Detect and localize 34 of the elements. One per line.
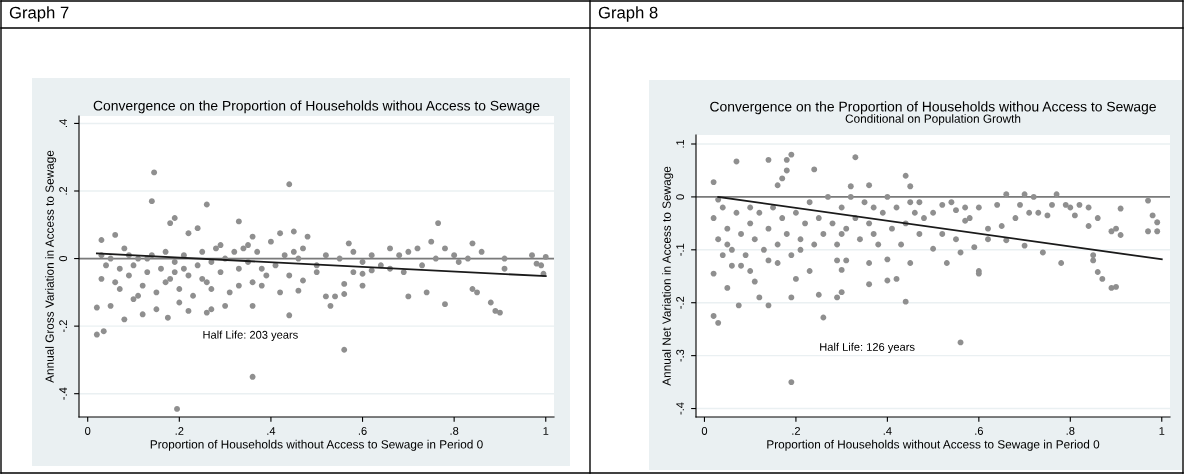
y-tick-label: 0 xyxy=(59,255,68,262)
chart-title: Convergence on the Proportion of Households withou Access to Sewage xyxy=(710,101,1156,115)
y-tick-label: -.3 xyxy=(676,349,685,362)
y-tick-label: .4 xyxy=(59,119,67,128)
x-tick-label: .2 xyxy=(175,427,184,435)
y-axis-title: Annual Net Variation in Access to Sewage xyxy=(662,166,674,386)
y-tick-label: 0 xyxy=(676,194,685,200)
x-axis-title: Proportion of Households without Access to Sewage in Period 0 xyxy=(767,439,1100,451)
caption: Graph 8 xyxy=(598,6,658,22)
x-tick-label: 1 xyxy=(543,427,549,435)
x-tick-label: .8 xyxy=(1066,427,1075,435)
chart-subtitle: Conditional on Population Growth xyxy=(845,114,1021,126)
x-tick-label: .6 xyxy=(358,427,367,435)
x-tick-label: .6 xyxy=(975,427,983,435)
x-tick-label: .8 xyxy=(450,427,459,435)
y-tick-label: .1 xyxy=(676,139,684,148)
y-tick-label: -.1 xyxy=(676,243,684,256)
y-tick-label: .2 xyxy=(59,186,67,195)
x-tick-label: .4 xyxy=(883,427,892,435)
x-tick-label: .2 xyxy=(792,427,800,435)
chart-title: Convergence on the Proportion of Households withou Access to Sewage xyxy=(93,100,540,114)
y-axis-title: Annual Gross Variation in Access to Sewage xyxy=(45,150,57,383)
annotation: Half Life: 203 years xyxy=(203,330,298,341)
x-tick-label: 0 xyxy=(701,427,708,435)
y-tick-label: -.2 xyxy=(59,320,67,333)
annotation: Half Life: 126 years xyxy=(820,342,915,354)
x-tick-label: 1 xyxy=(1159,427,1165,435)
x-tick-label: .4 xyxy=(267,427,276,435)
y-tick-label: -.4 xyxy=(59,387,67,400)
x-tick-label: 0 xyxy=(85,427,91,435)
y-tick-label: -.2 xyxy=(676,296,684,309)
x-axis-title: Proportion of Households without Access to Sewage in Period 0 xyxy=(150,439,483,451)
caption: Graph 7 xyxy=(9,6,69,22)
y-tick-label: -.4 xyxy=(676,402,684,415)
